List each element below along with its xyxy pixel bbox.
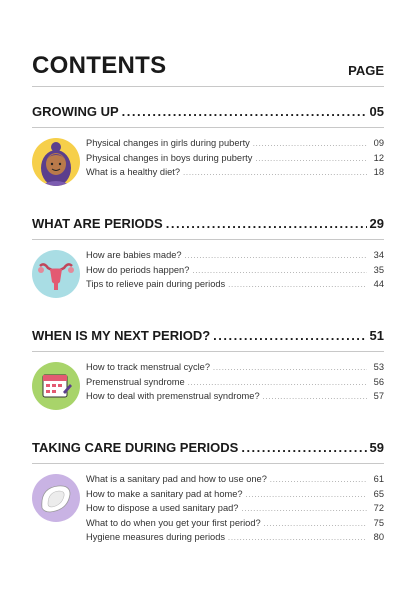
- divider: [32, 463, 384, 464]
- entry-page: 53: [373, 362, 384, 372]
- toc-entry[interactable]: How do periods happen? 35: [86, 265, 384, 280]
- leader-dots: [228, 282, 367, 289]
- entry-label: What to do when you get your first perio…: [86, 517, 261, 528]
- entry-label: Physical changes in girls during puberty: [86, 138, 250, 148]
- toc-entry[interactable]: What is a healthy diet? 18: [86, 167, 384, 182]
- section-page: 05: [369, 104, 384, 119]
- section-heading[interactable]: WHAT ARE PERIODS 29: [32, 216, 384, 231]
- entry-label: How to make a sanitary pad at home?: [86, 488, 243, 499]
- entry-page: 72: [373, 503, 384, 514]
- section-heading[interactable]: TAKING CARE DURING PERIODS 59: [32, 440, 384, 455]
- toc-entry[interactable]: How to dispose a used sanitary pad? 72: [86, 503, 384, 518]
- toc-entry[interactable]: Physical changes in boys during puberty 1…: [86, 153, 384, 168]
- toc-entry[interactable]: How to track menstrual cycle? 53: [86, 362, 384, 377]
- leader-dots: [246, 492, 367, 499]
- section-page: 29: [369, 216, 384, 231]
- leader-dots: [192, 268, 367, 275]
- entry-label: What is a sanitary pad and how to use on…: [86, 474, 267, 484]
- divider: [32, 86, 384, 87]
- entry-label: How to dispose a used sanitary pad?: [86, 503, 239, 514]
- section-title: WHAT ARE PERIODS: [32, 216, 163, 231]
- page-column-label: PAGE: [348, 63, 384, 78]
- section-next-period: WHEN IS MY NEXT PERIOD? 51 How to track …: [32, 328, 384, 410]
- entry-label: Hygiene measures during periods: [86, 532, 226, 543]
- divider: [32, 127, 384, 128]
- leader-dots: [255, 156, 367, 163]
- section-growing-up: GROWING UP 05 Physical changes in girls …: [32, 104, 384, 186]
- toc-entry[interactable]: What to do when you get your first perio…: [86, 518, 384, 533]
- entry-page: 57: [373, 391, 384, 402]
- divider: [32, 239, 384, 240]
- girl-face-icon: [32, 138, 80, 186]
- leader-dots: [188, 380, 367, 387]
- entry-page: 12: [373, 152, 384, 163]
- leader-dots: [253, 141, 367, 148]
- section-title: GROWING UP: [32, 104, 119, 119]
- toc-entry[interactable]: Hygiene measures during periods 80: [86, 532, 384, 547]
- section-title: TAKING CARE DURING PERIODS: [32, 440, 239, 455]
- entry-label: Premenstrual syndrome: [86, 376, 185, 387]
- toc-entry[interactable]: How are babies made? 34: [86, 250, 384, 265]
- leader-dots: [228, 535, 367, 542]
- entry-label: How to deal with premenstrual syndrome?: [86, 391, 260, 402]
- toc-entry[interactable]: Premenstrual syndrome 56: [86, 377, 384, 392]
- uterus-icon: [32, 250, 80, 298]
- section-heading[interactable]: WHEN IS MY NEXT PERIOD? 51: [32, 328, 384, 343]
- leader-dots: [270, 477, 367, 484]
- toc-entry[interactable]: How to make a sanitary pad at home? 65: [86, 489, 384, 504]
- entry-page: 75: [373, 517, 384, 528]
- section-page: 59: [369, 440, 384, 455]
- toc-entry[interactable]: Tips to relieve pain during periods 44: [86, 279, 384, 294]
- sanitary-pad-icon: [32, 474, 80, 522]
- contents-header: CONTENTS PAGE: [32, 52, 384, 80]
- page-title: CONTENTS: [32, 52, 167, 79]
- entry-page: 09: [373, 138, 384, 148]
- entry-page: 61: [373, 474, 384, 484]
- leader-dots: [264, 521, 367, 528]
- entry-page: 80: [373, 532, 384, 543]
- entry-label: How are babies made?: [86, 250, 182, 260]
- leader-dots: [183, 170, 367, 177]
- leader-dots: [241, 506, 367, 513]
- leader-dots: [166, 216, 367, 231]
- entry-page: 44: [373, 279, 384, 290]
- leader-dots: [213, 328, 366, 343]
- entry-label: How do periods happen?: [86, 264, 190, 275]
- entry-page: 18: [373, 167, 384, 178]
- leader-dots: [213, 365, 367, 372]
- toc-entry[interactable]: How to deal with premenstrual syndrome? 5…: [86, 391, 384, 406]
- leader-dots: [263, 394, 367, 401]
- leader-dots: [241, 440, 366, 455]
- entry-page: 35: [373, 264, 384, 275]
- entry-page: 34: [373, 250, 384, 260]
- entry-page: 65: [373, 488, 384, 499]
- section-page: 51: [369, 328, 384, 343]
- entry-page: 56: [373, 376, 384, 387]
- toc-entry[interactable]: Physical changes in girls during puberty…: [86, 138, 384, 153]
- entry-label: Tips to relieve pain during periods: [86, 279, 226, 290]
- section-title: WHEN IS MY NEXT PERIOD?: [32, 328, 211, 343]
- section-heading[interactable]: GROWING UP 05: [32, 104, 384, 119]
- toc-entry[interactable]: What is a sanitary pad and how to use on…: [86, 474, 384, 489]
- section-what-are-periods: WHAT ARE PERIODS 29 How are babies made?…: [32, 216, 384, 298]
- leader-dots: [122, 104, 367, 119]
- entry-label: How to track menstrual cycle?: [86, 362, 211, 372]
- entry-label: What is a healthy diet?: [86, 167, 181, 178]
- calendar-icon: [32, 362, 80, 410]
- divider: [32, 351, 384, 352]
- section-taking-care: TAKING CARE DURING PERIODS 59 What is a …: [32, 440, 384, 547]
- entry-label: Physical changes in boys during puberty: [86, 152, 253, 163]
- leader-dots: [185, 253, 367, 260]
